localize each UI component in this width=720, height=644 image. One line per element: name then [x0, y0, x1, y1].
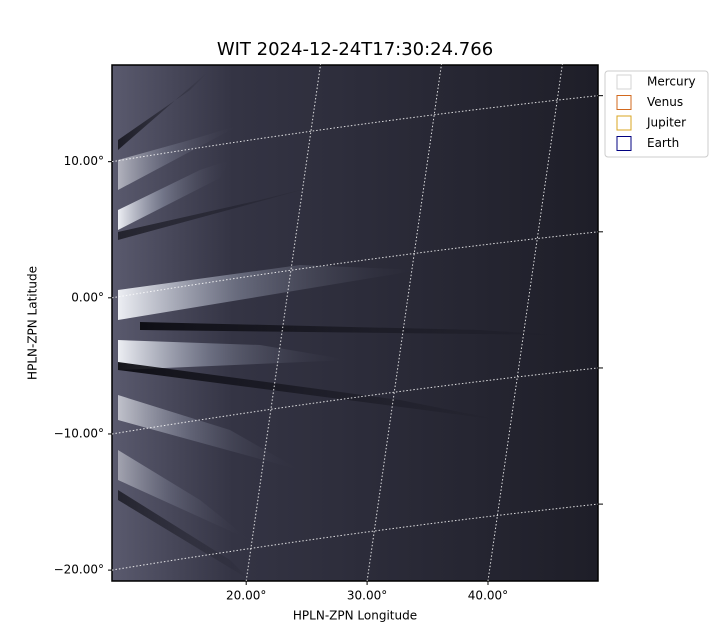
x-axis-label: HPLN-ZPN Longitude: [293, 609, 417, 623]
y-axis-label: HPLN-ZPN Latitude: [26, 266, 40, 380]
y-tick-label: −10.00°: [54, 426, 104, 440]
legend-label: Mercury: [647, 75, 696, 89]
legend-label: Earth: [647, 136, 679, 150]
x-tick-label: 20.00°: [226, 589, 266, 603]
grid-line: [111, 231, 599, 299]
x-tick-label: 40.00°: [468, 589, 508, 603]
chart-title: WIT 2024-12-24T17:30:24.766: [217, 39, 493, 60]
y-tick-label: −20.00°: [54, 563, 104, 577]
grid-line: [487, 59, 564, 582]
legend-box: [604, 70, 709, 158]
legend-swatch: [616, 74, 632, 90]
legend-swatch: [616, 115, 632, 131]
x-tick-label: 30.00°: [347, 589, 387, 603]
grid-line: [366, 59, 443, 582]
grid-line: [111, 367, 599, 435]
legend-label: Venus: [647, 95, 683, 109]
grid-line: [111, 95, 599, 163]
y-tick-label: 10.00°: [64, 154, 104, 168]
legend-label: Jupiter: [646, 116, 686, 130]
image: [112, 65, 598, 581]
grid-line: [245, 59, 322, 582]
axes-frame: [111, 64, 599, 582]
legend-swatch: [616, 95, 632, 110]
grid-line: [111, 503, 599, 571]
legend-swatch: [616, 136, 632, 151]
legend: Mercury Venus Jupiter Earth: [604, 70, 709, 158]
y-tick-label: 0.00°: [71, 290, 104, 304]
